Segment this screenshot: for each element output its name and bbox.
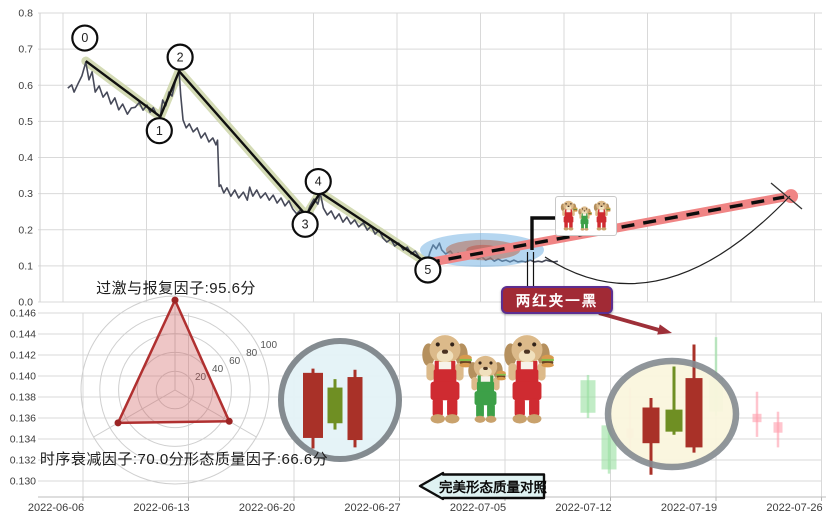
radar-factor-right-label: 形态质量因子:66.6分 [183, 451, 329, 468]
pattern-highlight-ring [604, 357, 740, 471]
radar-factor-left-label: 时序衰减因子:70.0分 [39, 451, 185, 468]
svg-text:3: 3 [302, 218, 309, 232]
svg-text:0.136: 0.136 [10, 413, 36, 425]
svg-text:0.144: 0.144 [10, 329, 36, 341]
svg-text:2: 2 [177, 50, 184, 64]
svg-text:80: 80 [246, 348, 258, 359]
mini-dog-green-middle [578, 206, 592, 231]
svg-text:40: 40 [212, 364, 224, 375]
price-chart [67, 56, 803, 285]
svg-text:0.146: 0.146 [10, 308, 36, 320]
x-axis-labels: 2022-06-06 2022-06-13 2022-06-20 2022-06-27… [28, 502, 823, 514]
svg-text:2022-07-19: 2022-07-19 [661, 502, 717, 514]
mini-dog-red-right [593, 200, 611, 231]
svg-text:2022-06-06: 2022-06-06 [28, 502, 84, 514]
svg-text:0.138: 0.138 [10, 392, 36, 404]
svg-text:4: 4 [315, 175, 322, 189]
svg-text:2022-06-13: 2022-06-13 [133, 502, 189, 514]
svg-text:0.1: 0.1 [18, 260, 33, 272]
highlighted-candles [642, 344, 703, 475]
svg-text:0.134: 0.134 [10, 434, 36, 446]
svg-text:100: 100 [260, 340, 277, 351]
svg-text:1: 1 [156, 124, 163, 138]
svg-text:0.4: 0.4 [18, 152, 33, 164]
plush-dog-red-right [504, 335, 554, 424]
bracket-and-pointer [526, 216, 556, 287]
perfect-pattern-circle [278, 338, 402, 462]
comparison-arrow-callout: 完美形态质量对照 [417, 469, 547, 503]
plush-dogs-thumbnail-box [555, 196, 617, 236]
svg-text:2022-06-20: 2022-06-20 [239, 502, 295, 514]
svg-text:2022-06-27: 2022-06-27 [344, 502, 400, 514]
pattern-name-badge: 两红夹一黑 [501, 286, 613, 314]
radar-factor-top-label: 过激与报复因子:95.6分 [96, 280, 256, 297]
left-arrow-icon [418, 471, 546, 501]
plush-dogs-thumbnail [560, 200, 611, 231]
svg-text:0.6: 0.6 [18, 80, 33, 92]
svg-text:0.0: 0.0 [18, 297, 33, 309]
svg-text:5: 5 [424, 263, 431, 277]
comparison-callout-label: 完美形态质量对照 [439, 480, 547, 495]
svg-text:0.7: 0.7 [18, 44, 33, 56]
svg-text:0: 0 [81, 31, 88, 45]
badge-to-pattern-arrow [598, 311, 672, 335]
svg-text:2022-07-05: 2022-07-05 [450, 502, 506, 514]
plush-dogs-sticker [422, 335, 554, 424]
svg-text:20: 20 [195, 372, 207, 383]
svg-text:60: 60 [229, 356, 241, 367]
plush-dog-green-middle [468, 355, 506, 423]
svg-text:0.8: 0.8 [18, 8, 33, 20]
svg-text:0.2: 0.2 [18, 224, 33, 236]
zigzag-pivot-markers: 0 1 2 3 4 5 [71, 24, 442, 284]
svg-text:2022-07-26: 2022-07-26 [766, 502, 822, 514]
svg-text:0.142: 0.142 [10, 350, 36, 362]
svg-text:0.132: 0.132 [10, 455, 36, 467]
svg-text:0.130: 0.130 [10, 476, 36, 488]
plush-dog-red-left [422, 335, 472, 424]
svg-text:0.3: 0.3 [18, 188, 33, 200]
svg-text:2022-07-12: 2022-07-12 [555, 502, 611, 514]
svg-text:0.140: 0.140 [10, 371, 36, 383]
mini-dog-red-left [560, 200, 578, 231]
svg-text:0.5: 0.5 [18, 116, 33, 128]
